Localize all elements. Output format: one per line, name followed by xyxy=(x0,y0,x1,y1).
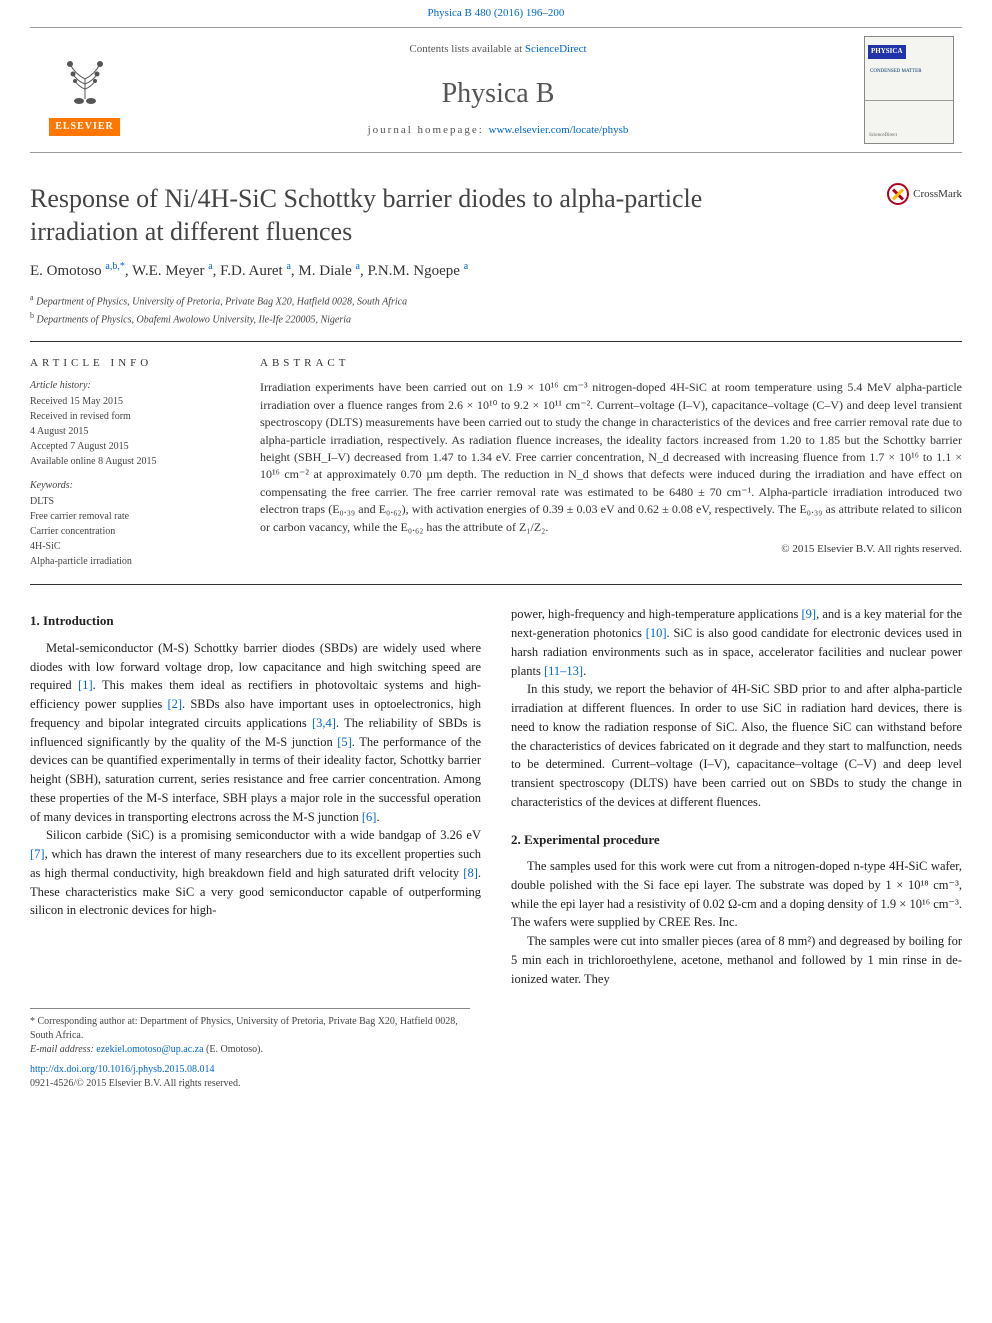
cover-subtitle: CONDENSED MATTER xyxy=(868,68,922,75)
body-two-column: 1. Introduction Metal-semiconductor (M-S… xyxy=(30,605,962,988)
intro-para-1: Metal-semiconductor (M-S) Schottky barri… xyxy=(30,639,481,827)
cover-band: PHYSICA xyxy=(868,45,906,59)
keyword-line: DLTS xyxy=(30,495,230,509)
citation-ref[interactable]: [7] xyxy=(30,847,45,861)
journal-cover-thumb[interactable]: PHYSICA CONDENSED MATTER ScienceDirect xyxy=(864,36,954,144)
keyword-line: 4H-SiC xyxy=(30,540,230,554)
citation-ref[interactable]: [2] xyxy=(167,697,182,711)
cover-publisher: ScienceDirect xyxy=(869,132,897,139)
elsevier-tree-icon xyxy=(50,44,120,114)
citation-ref[interactable]: [1] xyxy=(78,678,93,692)
citation-ref[interactable]: [11–13] xyxy=(544,664,583,678)
abstract-block: ABSTRACT Irradiation experiments have be… xyxy=(260,356,962,570)
affiliation-line: b Departments of Physics, Obafemi Awolow… xyxy=(30,310,962,327)
section-1-heading: 1. Introduction xyxy=(30,611,481,631)
paper-title: Response of Ni/4H-SiC Schottky barrier d… xyxy=(30,183,810,248)
homepage-line: journal homepage: www.elsevier.com/locat… xyxy=(150,123,846,138)
left-column: 1. Introduction Metal-semiconductor (M-S… xyxy=(30,605,481,988)
email-label: E-mail address: xyxy=(30,1044,96,1055)
masthead-center: Contents lists available at ScienceDirec… xyxy=(140,28,856,152)
email-line: E-mail address: ezekiel.omotoso@up.ac.za… xyxy=(30,1043,470,1057)
keyword-line: Alpha-particle irradiation xyxy=(30,555,230,569)
citation-ref[interactable]: [5] xyxy=(337,735,352,749)
history-label: Article history: xyxy=(30,379,230,393)
citation-ref[interactable]: [9] xyxy=(801,607,816,621)
abstract-text: Irradiation experiments have been carrie… xyxy=(260,379,962,536)
footnotes: * Corresponding author at: Department of… xyxy=(30,1008,470,1057)
citation-ref[interactable]: [3,4] xyxy=(312,716,336,730)
history-line: Available online 8 August 2015 xyxy=(30,455,230,469)
divider-rule-2 xyxy=(30,584,962,585)
affiliation-line: a Department of Physics, University of P… xyxy=(30,292,962,309)
citation-link[interactable]: Physica B 480 (2016) 196–200 xyxy=(428,7,565,19)
email-who: (E. Omotoso). xyxy=(204,1044,263,1055)
journal-name: Physica B xyxy=(150,74,846,113)
issn-copyright-line: 0921-4526/© 2015 Elsevier B.V. All right… xyxy=(30,1077,962,1091)
citation-header: Physica B 480 (2016) 196–200 xyxy=(0,0,992,27)
elsevier-wordmark: ELSEVIER xyxy=(49,118,120,136)
keyword-line: Carrier concentration xyxy=(30,525,230,539)
contents-prefix: Contents lists available at xyxy=(409,43,524,55)
author-list: E. Omotoso a,b,*, W.E. Meyer a, F.D. Aur… xyxy=(30,260,962,282)
corresponding-author-note: * Corresponding author at: Department of… xyxy=(30,1015,470,1043)
citation-ref[interactable]: [8] xyxy=(463,866,478,880)
divider-rule xyxy=(30,341,962,342)
citation-ref[interactable]: [6] xyxy=(362,810,377,824)
section-2-heading: 2. Experimental procedure xyxy=(511,830,962,850)
right-column: power, high-frequency and high-temperatu… xyxy=(511,605,962,988)
elsevier-logo[interactable]: ELSEVIER xyxy=(30,28,140,152)
intro-para-3: power, high-frequency and high-temperatu… xyxy=(511,605,962,680)
history-line: Received in revised form xyxy=(30,410,230,424)
doi-link[interactable]: http://dx.doi.org/10.1016/j.physb.2015.0… xyxy=(30,1064,215,1075)
crossmark-badge[interactable]: CrossMark xyxy=(887,183,962,205)
exp-para-2: The samples were cut into smaller pieces… xyxy=(511,932,962,988)
journal-homepage-link[interactable]: www.elsevier.com/locate/physb xyxy=(489,124,629,136)
journal-masthead: ELSEVIER Contents lists available at Sci… xyxy=(30,27,962,153)
history-line: Accepted 7 August 2015 xyxy=(30,440,230,454)
sciencedirect-link[interactable]: ScienceDirect xyxy=(525,43,587,55)
author-email-link[interactable]: ezekiel.omotoso@up.ac.za xyxy=(96,1044,203,1055)
history-line: Received 15 May 2015 xyxy=(30,395,230,409)
history-line: 4 August 2015 xyxy=(30,425,230,439)
article-info-heading: ARTICLE INFO xyxy=(30,356,230,371)
crossmark-label: CrossMark xyxy=(913,187,962,202)
citation-ref[interactable]: [10] xyxy=(646,626,667,640)
keyword-line: Free carrier removal rate xyxy=(30,510,230,524)
affiliations: a Department of Physics, University of P… xyxy=(30,292,962,327)
abstract-heading: ABSTRACT xyxy=(260,356,962,371)
homepage-prefix: journal homepage: xyxy=(368,124,489,136)
article-info-sidebar: ARTICLE INFO Article history: Received 1… xyxy=(30,356,230,570)
intro-para-4: In this study, we report the behavior of… xyxy=(511,680,962,811)
abstract-copyright: © 2015 Elsevier B.V. All rights reserved… xyxy=(260,542,962,557)
contents-available-line: Contents lists available at ScienceDirec… xyxy=(150,42,846,57)
doi-block: http://dx.doi.org/10.1016/j.physb.2015.0… xyxy=(30,1063,962,1091)
keywords-label: Keywords: xyxy=(30,479,230,493)
crossmark-icon xyxy=(887,183,909,205)
exp-para-1: The samples used for this work were cut … xyxy=(511,857,962,932)
intro-para-2: Silicon carbide (SiC) is a promising sem… xyxy=(30,826,481,920)
